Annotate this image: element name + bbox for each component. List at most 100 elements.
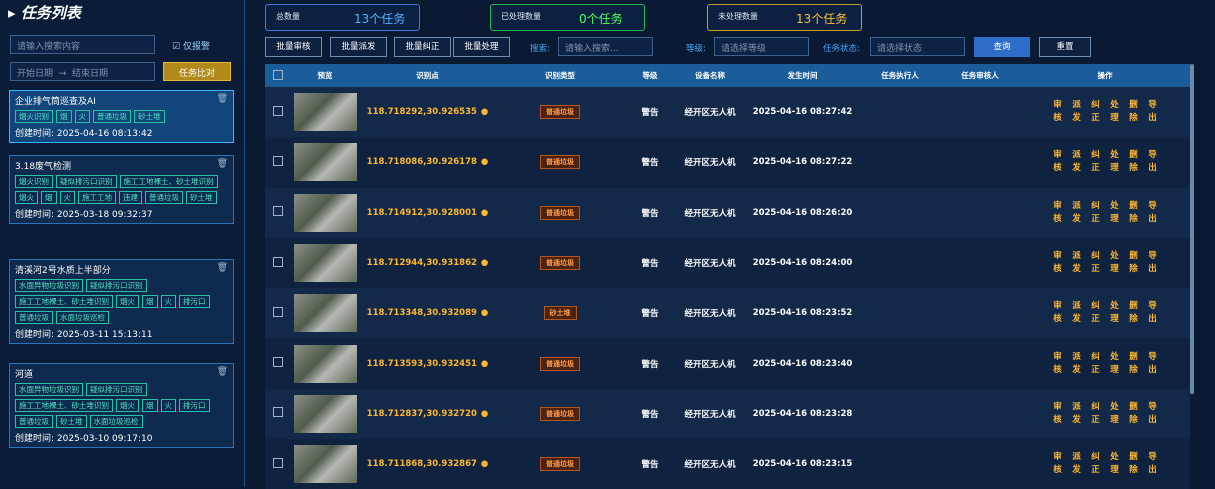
- action-link[interactable]: 派发: [1072, 251, 1081, 275]
- level-select[interactable]: 请选择等级: [714, 37, 809, 56]
- delete-icon[interactable]: 🗑: [216, 94, 228, 104]
- task-card[interactable]: 河道 🗑 水面异物垃圾识别 疑似排污口识别施工工地裸土、砂土堆识别 烟火烟火排污口普通垃…: [9, 363, 234, 448]
- location-point[interactable]: 118.714912,30.928001: [366, 207, 477, 218]
- search-input[interactable]: 请输入搜索...: [558, 37, 653, 56]
- action-link[interactable]: 审核: [1053, 200, 1062, 224]
- cell: 警告: [625, 137, 675, 188]
- action-link[interactable]: 处理: [1110, 401, 1119, 425]
- location-point[interactable]: 118.718292,30.926535: [366, 107, 477, 118]
- action-link[interactable]: 派发: [1072, 200, 1081, 224]
- action-link[interactable]: 处理: [1110, 251, 1119, 275]
- search-input[interactable]: 请输入搜索内容: [10, 35, 155, 54]
- action-link[interactable]: 处理: [1110, 200, 1119, 224]
- date-range[interactable]: 开始日期 → 结束日期: [10, 62, 155, 81]
- action-link[interactable]: 派发: [1072, 301, 1081, 325]
- action-link[interactable]: 导出: [1148, 100, 1157, 124]
- action-link[interactable]: 删除: [1129, 100, 1138, 124]
- action-link[interactable]: 派发: [1072, 150, 1081, 174]
- action-link[interactable]: 纠正: [1091, 100, 1100, 124]
- action-link[interactable]: 处理: [1110, 100, 1119, 124]
- action-link[interactable]: 处理: [1110, 150, 1119, 174]
- action-link[interactable]: 审核: [1053, 401, 1062, 425]
- checkbox[interactable]: [272, 457, 283, 468]
- action-link[interactable]: 纠正: [1091, 401, 1100, 425]
- delete-icon[interactable]: 🗑: [216, 159, 228, 169]
- status-select[interactable]: 请选择状态: [870, 37, 965, 56]
- thumbnail[interactable]: [293, 143, 357, 182]
- action-link[interactable]: 纠正: [1091, 301, 1100, 325]
- alarm-only[interactable]: ☑ 仅报警: [172, 42, 210, 52]
- batch-button[interactable]: 批量审核: [265, 37, 322, 57]
- delete-icon[interactable]: 🗑: [216, 263, 228, 273]
- query-button[interactable]: 查询: [974, 37, 1030, 57]
- location-point[interactable]: 118.712944,30.931862: [366, 258, 477, 269]
- action-link[interactable]: 派发: [1072, 100, 1081, 124]
- action-link[interactable]: 删除: [1129, 251, 1138, 275]
- action-link[interactable]: 导出: [1148, 401, 1157, 425]
- action-link[interactable]: 处理: [1110, 452, 1119, 476]
- action-link[interactable]: 导出: [1148, 150, 1157, 174]
- location-point[interactable]: 118.712837,30.932720: [366, 408, 477, 419]
- compare-button[interactable]: 任务比对: [163, 62, 231, 81]
- action-link[interactable]: 删除: [1129, 351, 1138, 375]
- checkbox[interactable]: [272, 357, 283, 368]
- tag-list: 烟火识别 疑似排污口识别 施工工地裸土、砂土堆识别烟火烟火施工工地 违建 普通垃圾 砂土堆: [15, 175, 228, 207]
- action-link[interactable]: 导出: [1148, 452, 1157, 476]
- action-link[interactable]: 纠正: [1091, 251, 1100, 275]
- batch-button[interactable]: 批量纠正: [394, 37, 451, 57]
- action-link[interactable]: 导出: [1148, 351, 1157, 375]
- type-badge: 普通垃圾: [540, 406, 580, 421]
- action-link[interactable]: 纠正: [1091, 150, 1100, 174]
- location-point[interactable]: 118.713348,30.932089: [366, 308, 477, 319]
- action-cell: 审核派发纠正处理删除导出: [1020, 237, 1190, 289]
- task-card[interactable]: 3.18废气检测 🗑 烟火识别 疑似排污口识别 施工工地裸土、砂土堆识别烟火烟火施工工地…: [9, 155, 234, 224]
- thumbnail[interactable]: [293, 193, 357, 232]
- thumbnail[interactable]: [293, 244, 357, 283]
- action-link[interactable]: 导出: [1148, 301, 1157, 325]
- scrollbar[interactable]: [1190, 64, 1194, 394]
- action-link[interactable]: 删除: [1129, 150, 1138, 174]
- location-point[interactable]: 118.713593,30.932451: [366, 358, 477, 369]
- action-link[interactable]: 审核: [1053, 251, 1062, 275]
- task-card[interactable]: 企业排气筒巡查及AI 🗑 烟火识别烟火普通垃圾 砂土堆 创建时间: 2025-04-16…: [9, 90, 234, 143]
- action-link[interactable]: 处理: [1110, 301, 1119, 325]
- action-link[interactable]: 审核: [1053, 301, 1062, 325]
- checkbox[interactable]: [272, 206, 283, 217]
- checkbox[interactable]: [272, 69, 283, 80]
- action-link[interactable]: 导出: [1148, 200, 1157, 224]
- thumbnail[interactable]: [293, 394, 357, 433]
- task-card[interactable]: 清溪河2号水质上半部分 🗑 水面异物垃圾识别 疑似排污口识别施工工地裸土、砂土堆识别烟…: [9, 259, 234, 344]
- action-link[interactable]: 删除: [1129, 200, 1138, 224]
- cell: 经开区无人机: [675, 187, 745, 238]
- thumbnail[interactable]: [293, 93, 357, 132]
- batch-button[interactable]: 批量派发: [330, 37, 387, 57]
- action-link[interactable]: 派发: [1072, 401, 1081, 425]
- checkbox[interactable]: [272, 155, 283, 166]
- action-link[interactable]: 审核: [1053, 150, 1062, 174]
- checkbox[interactable]: [272, 256, 283, 267]
- action-link[interactable]: 纠正: [1091, 452, 1100, 476]
- batch-button[interactable]: 批量处理: [453, 37, 510, 57]
- action-link[interactable]: 处理: [1110, 351, 1119, 375]
- checkbox[interactable]: [272, 306, 283, 317]
- action-link[interactable]: 派发: [1072, 452, 1081, 476]
- checkbox[interactable]: [272, 105, 283, 116]
- checkbox[interactable]: [272, 407, 283, 418]
- action-link[interactable]: 删除: [1129, 301, 1138, 325]
- action-link[interactable]: 纠正: [1091, 200, 1100, 224]
- delete-icon[interactable]: 🗑: [216, 367, 228, 377]
- action-link[interactable]: 审核: [1053, 100, 1062, 124]
- location-point[interactable]: 118.711868,30.932867: [366, 459, 477, 470]
- thumbnail[interactable]: [293, 294, 357, 333]
- thumbnail[interactable]: [293, 344, 357, 383]
- thumbnail[interactable]: [293, 445, 357, 484]
- action-link[interactable]: 删除: [1129, 452, 1138, 476]
- action-link[interactable]: 审核: [1053, 351, 1062, 375]
- location-point[interactable]: 118.718086,30.926178: [366, 157, 477, 168]
- action-link[interactable]: 纠正: [1091, 351, 1100, 375]
- action-link[interactable]: 审核: [1053, 452, 1062, 476]
- action-link[interactable]: 删除: [1129, 401, 1138, 425]
- action-link[interactable]: 导出: [1148, 251, 1157, 275]
- reset-button[interactable]: 重置: [1039, 37, 1091, 57]
- action-link[interactable]: 派发: [1072, 351, 1081, 375]
